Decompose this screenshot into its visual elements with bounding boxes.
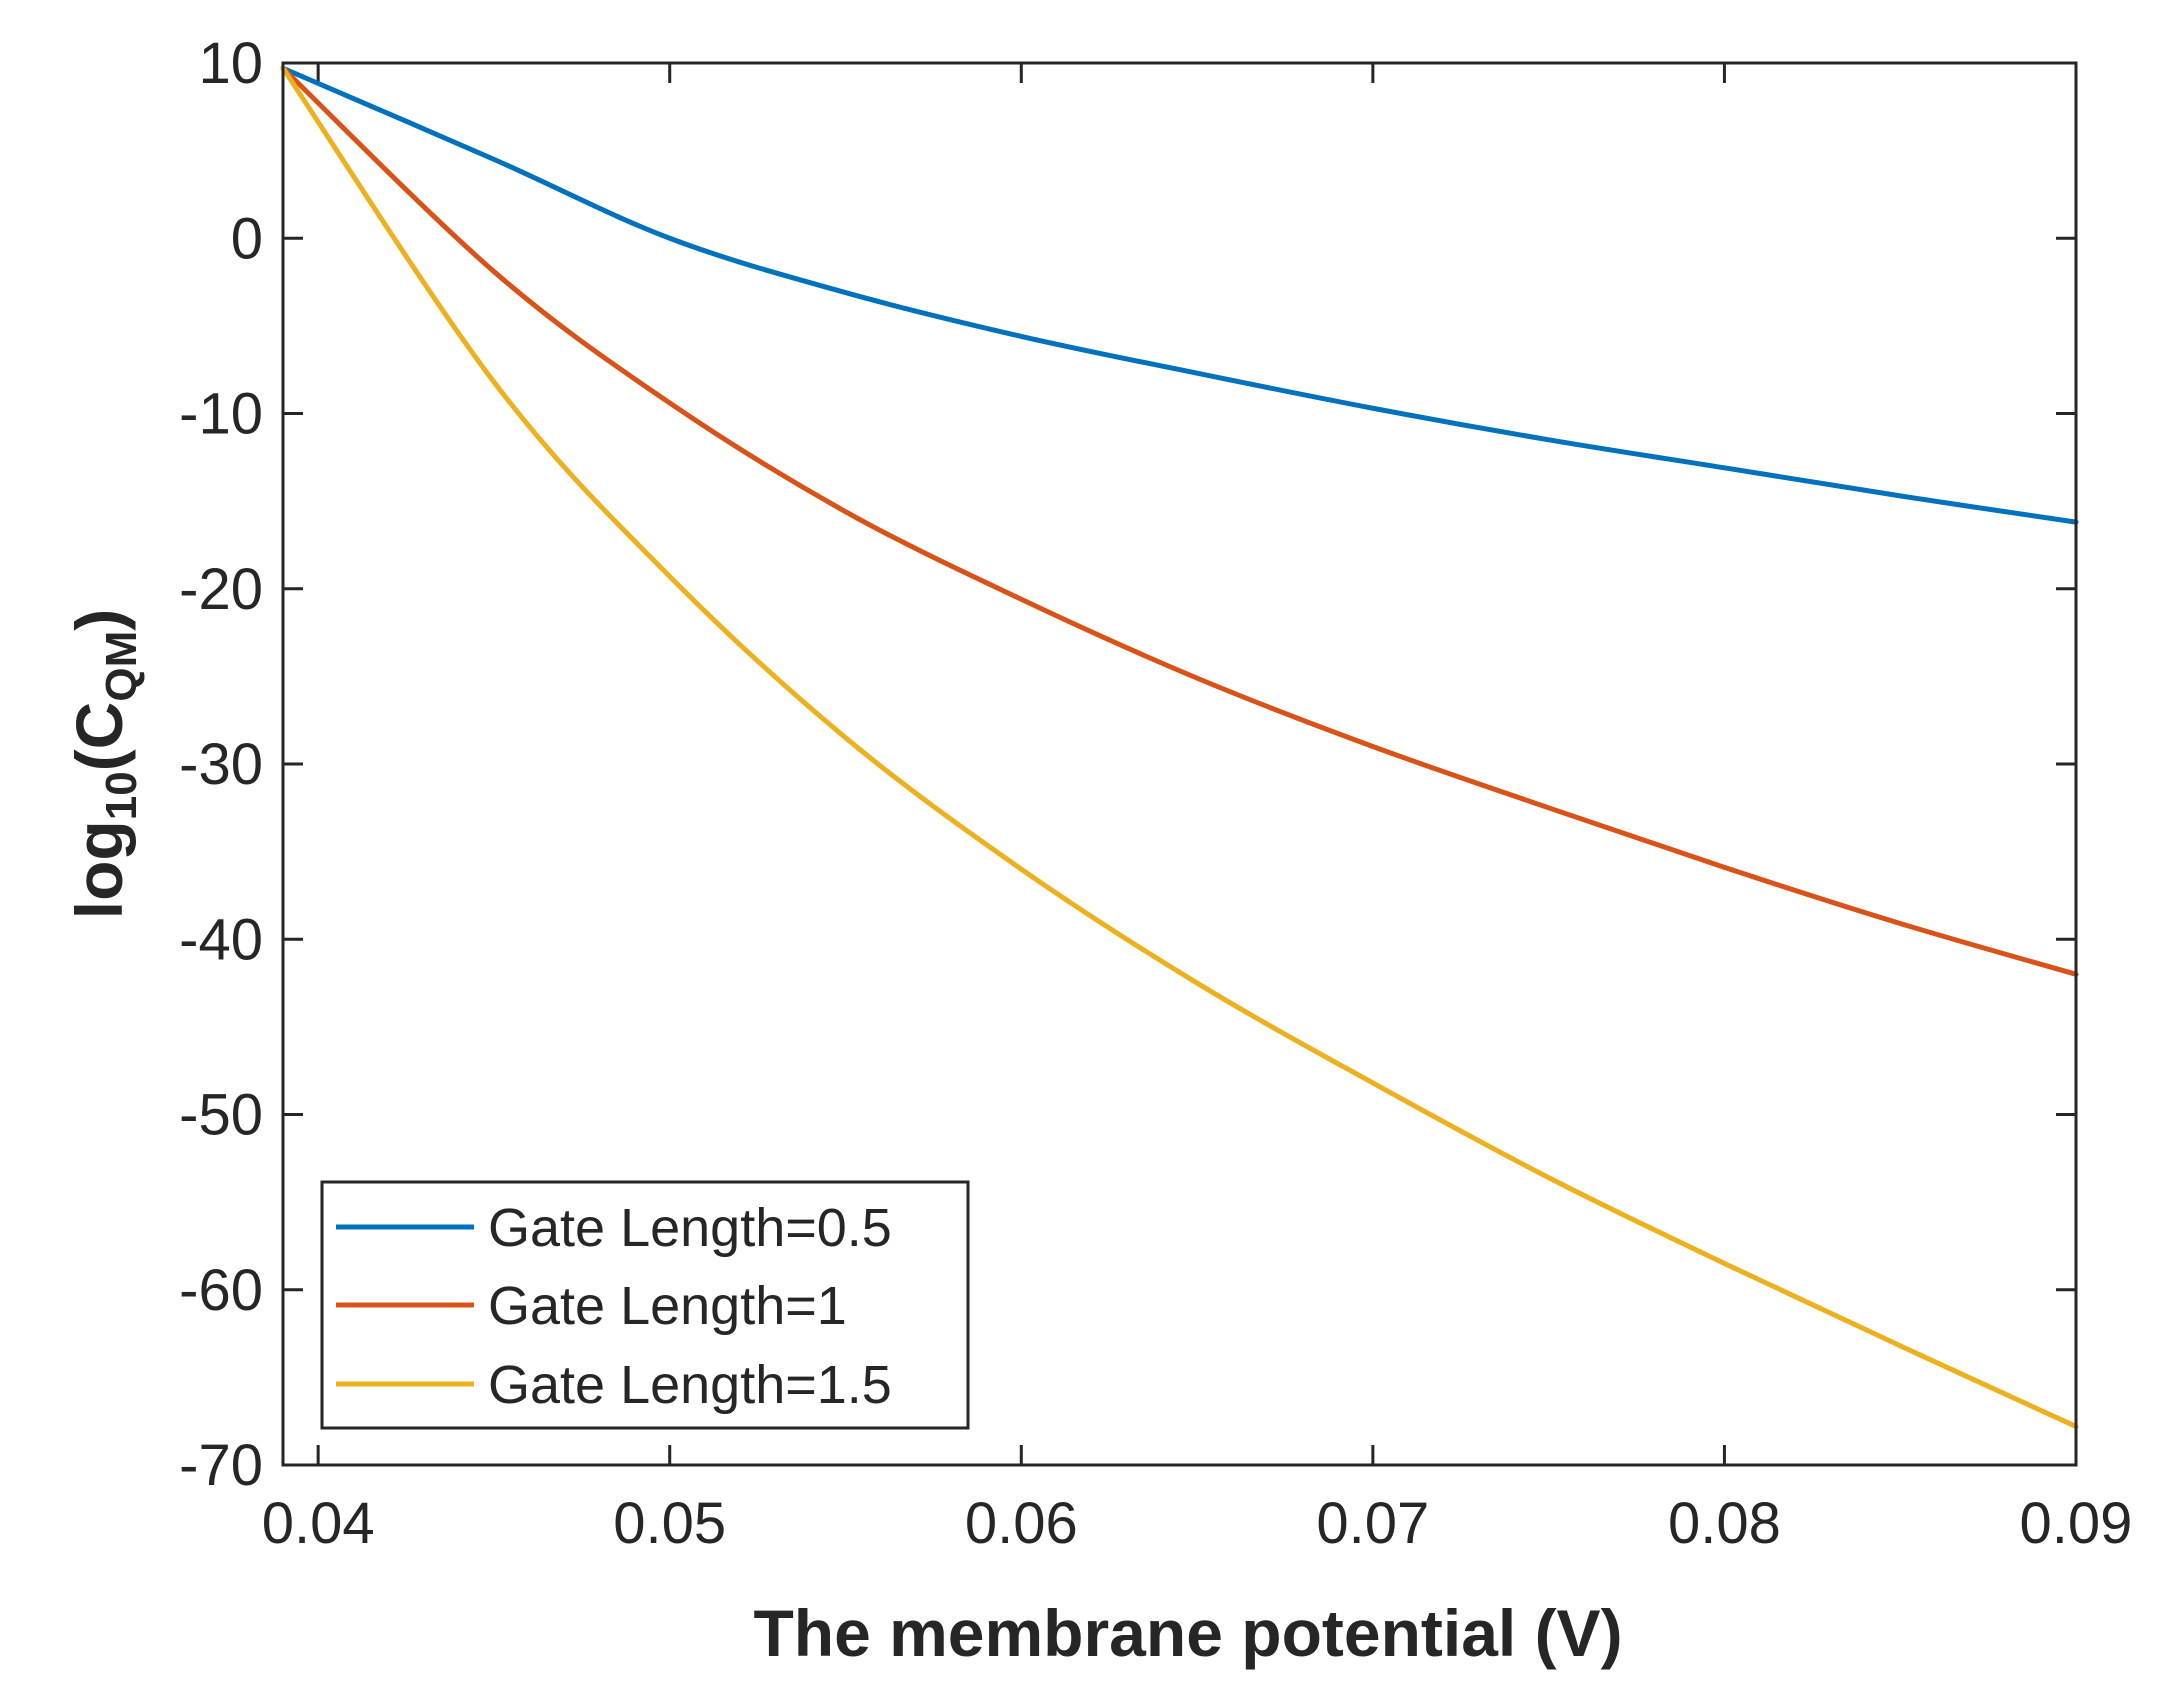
y-axis-label-paren-subscript: QM <box>97 631 146 702</box>
x-tick-labels: 0.04 0.05 0.06 0.07 0.08 0.09 <box>262 1491 2133 1556</box>
x-tick-label: 0.09 <box>2020 1491 2133 1556</box>
y-tick-labels: 10 0 -10 -20 -30 -40 -50 -60 -70 <box>179 31 263 1498</box>
y-tick-label: -10 <box>179 382 263 447</box>
x-tick-label: 0.07 <box>1316 1491 1429 1556</box>
series-lines <box>280 65 2079 1429</box>
series-line-gate-length-0-5 <box>280 65 2079 525</box>
x-tick-label: 0.04 <box>262 1491 375 1556</box>
legend-label-gate-length-1: Gate Length=1 <box>488 1276 847 1336</box>
legend-label-gate-length-0-5: Gate Length=0.5 <box>488 1198 892 1258</box>
y-axis-label-main: log <box>62 820 136 919</box>
y-axis-label: log10(CQM) <box>62 609 146 919</box>
series-line-gate-length-1 <box>280 65 2079 977</box>
y-tick-label: -60 <box>179 1258 263 1323</box>
y-tick-label: -50 <box>179 1083 263 1148</box>
y-tick-label: -20 <box>179 557 263 622</box>
x-axis-label: The membrane potential (V) <box>753 1596 1622 1670</box>
y-axis-label-subscript: 10 <box>97 771 146 820</box>
y-tick-label: -40 <box>179 907 263 972</box>
x-tick-label: 0.05 <box>613 1491 726 1556</box>
plot-frame <box>281 61 2078 1467</box>
y-axis-label-paren-open: (C <box>62 702 136 772</box>
y-tick-label: 10 <box>198 31 263 96</box>
legend: Gate Length=0.5 Gate Length=1 Gate Lengt… <box>320 1180 970 1430</box>
x-tick-label: 0.08 <box>1668 1491 1781 1556</box>
y-tick-label: -30 <box>179 732 263 797</box>
y-tick-label: 0 <box>231 206 263 271</box>
y-tick-label: -70 <box>179 1433 263 1498</box>
series-line-gate-length-1-5 <box>280 65 2079 1429</box>
legend-label-gate-length-1-5: Gate Length=1.5 <box>488 1355 892 1415</box>
y-axis-label-paren-close: ) <box>62 609 136 631</box>
x-tick-label: 0.06 <box>965 1491 1078 1556</box>
